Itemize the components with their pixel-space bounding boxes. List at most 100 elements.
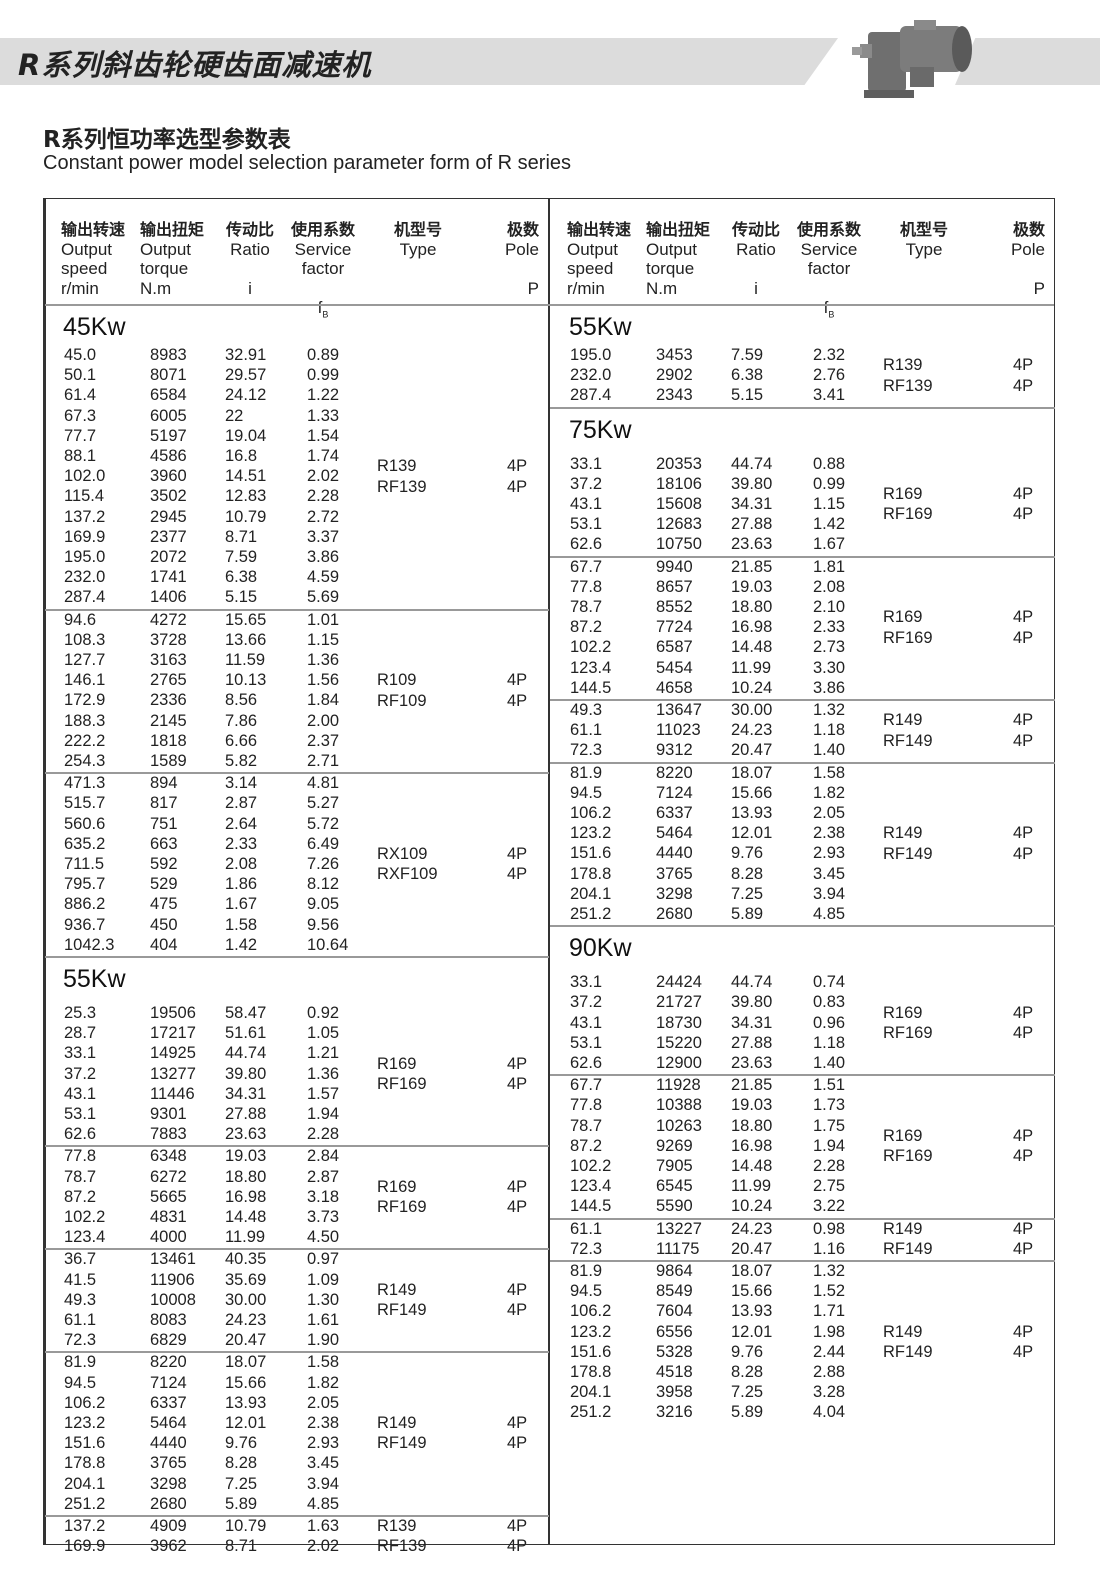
table-cell: 6584 — [150, 386, 187, 405]
model-type: R149 — [883, 1322, 923, 1341]
table-cell: 12.83 — [225, 487, 267, 506]
pole-count: 4P — [1013, 1219, 1034, 1238]
table-cell: 24.23 — [731, 721, 773, 740]
table-cell: 1.58 — [225, 915, 258, 934]
pole-count: 4P — [1013, 1003, 1034, 1022]
table-cell: 404 — [150, 935, 178, 954]
table-cell: 1.15 — [307, 630, 340, 649]
table-cell: 8220 — [150, 1353, 187, 1372]
group-divider — [550, 925, 1055, 928]
table-cell: 127.7 — [64, 651, 106, 669]
table-cell: 115.4 — [64, 487, 105, 506]
table-cell: 4909 — [150, 1517, 187, 1535]
model-type: R139 — [377, 457, 417, 476]
table-cell: 23.63 — [731, 1054, 773, 1072]
column-header: 输出转速 Output speed r/min — [61, 220, 133, 298]
table-cell: 6337 — [150, 1393, 187, 1412]
table-cell: 9.05 — [307, 895, 340, 914]
pole-count: 4P — [1013, 376, 1034, 395]
table-cell: 2.28 — [813, 1157, 846, 1175]
table-cell: 6545 — [656, 1177, 693, 1196]
table-cell: 94.6 — [64, 610, 97, 629]
table-cell: 2377 — [150, 527, 187, 546]
table-cell: 2.37 — [307, 731, 340, 750]
header-cn: 使用系数 — [796, 220, 861, 239]
table-cell: 711.5 — [64, 855, 105, 873]
table-cell: 14.48 — [225, 1208, 267, 1226]
model-type: RF169 — [883, 1023, 933, 1042]
pole-count: 4P — [1013, 731, 1034, 750]
table-cell: 94.5 — [570, 1282, 603, 1301]
table-cell: 39.80 — [225, 1064, 267, 1083]
header-en2 — [213, 259, 287, 279]
table-cell: 2.64 — [225, 814, 258, 833]
table-cell: 4.85 — [307, 1494, 340, 1513]
table-cell: 2.44 — [813, 1342, 846, 1361]
header-unit: i — [248, 278, 252, 298]
table-cell: 2.38 — [307, 1414, 340, 1432]
table-cell: 6337 — [656, 804, 693, 822]
header-cn: 输出转速 — [61, 220, 126, 239]
table-cell: 18.80 — [225, 1167, 267, 1186]
table-cell: 7124 — [656, 783, 693, 802]
table-cell: 5464 — [150, 1414, 187, 1432]
table-cell: 5.69 — [307, 588, 340, 607]
table-cell: 61.4 — [64, 386, 97, 405]
group-divider — [550, 761, 1055, 764]
table-cell: 11.99 — [731, 1177, 772, 1196]
table-cell: 1.18 — [813, 1033, 846, 1052]
table-cell: 8.28 — [731, 1363, 764, 1381]
table-cell: 41.5 — [64, 1270, 97, 1289]
table-cell: 2.00 — [307, 711, 340, 730]
table-cell: 106.2 — [570, 1302, 612, 1321]
table-cell: 87.2 — [64, 1187, 97, 1206]
header-en1: Type — [905, 239, 943, 259]
table-cell: 3.22 — [813, 1197, 846, 1216]
header-en1: Ratio — [230, 239, 270, 259]
table-cell: 195.0 — [64, 548, 106, 566]
table-cell: 61.1 — [570, 1219, 603, 1238]
table-cell: 204.1 — [570, 884, 612, 903]
group-divider — [45, 608, 549, 611]
table-cell: 0.74 — [813, 973, 846, 992]
table-cell: 77.8 — [570, 577, 603, 596]
table-cell: 1589 — [150, 752, 187, 770]
table-cell: 49.3 — [64, 1290, 97, 1309]
banner-band — [0, 38, 838, 85]
table-cell: 23.63 — [731, 535, 773, 554]
table-cell: 2.87 — [225, 794, 258, 813]
table-cell: 18.07 — [731, 763, 773, 782]
table-cell: 8552 — [656, 598, 693, 616]
table-cell: 3.86 — [307, 548, 340, 566]
model-type: R149 — [883, 1219, 923, 1238]
table-cell: 254.3 — [64, 752, 106, 770]
table-cell: 1.33 — [307, 406, 340, 425]
table-cell: 3.45 — [813, 864, 846, 883]
header-en1: Output — [61, 239, 113, 259]
model-type: R169 — [883, 485, 923, 504]
model-type: RF169 — [883, 628, 933, 647]
table-cell: 1.40 — [813, 741, 846, 760]
table-cell: 51.61 — [225, 1024, 267, 1043]
header-en2 — [483, 259, 539, 279]
table-cell: 44.74 — [225, 1044, 267, 1063]
table-cell: 3.94 — [813, 884, 846, 903]
table-cell: 3216 — [656, 1403, 693, 1422]
header-en2: torque — [140, 259, 189, 278]
pole-count: 4P — [507, 671, 528, 690]
table-cell: 5.15 — [731, 386, 764, 405]
header-cn: 传动比 — [731, 220, 780, 239]
table-cell: 1.36 — [307, 651, 340, 669]
table-cell: 3.45 — [307, 1454, 340, 1473]
table-cell: 81.9 — [570, 763, 603, 782]
table-cell: 9301 — [150, 1105, 187, 1123]
table-cell: 2.08 — [813, 577, 846, 596]
table-cell: 592 — [150, 855, 178, 873]
model-type: RF139 — [377, 477, 427, 496]
table-cell: 5.89 — [731, 905, 764, 923]
column-header: 极数 Pole P — [483, 220, 539, 298]
model-type: R149 — [883, 711, 923, 730]
group-divider — [550, 699, 1055, 701]
header-cn: 输出转速 — [567, 220, 632, 239]
pole-count: 4P — [1013, 844, 1034, 863]
